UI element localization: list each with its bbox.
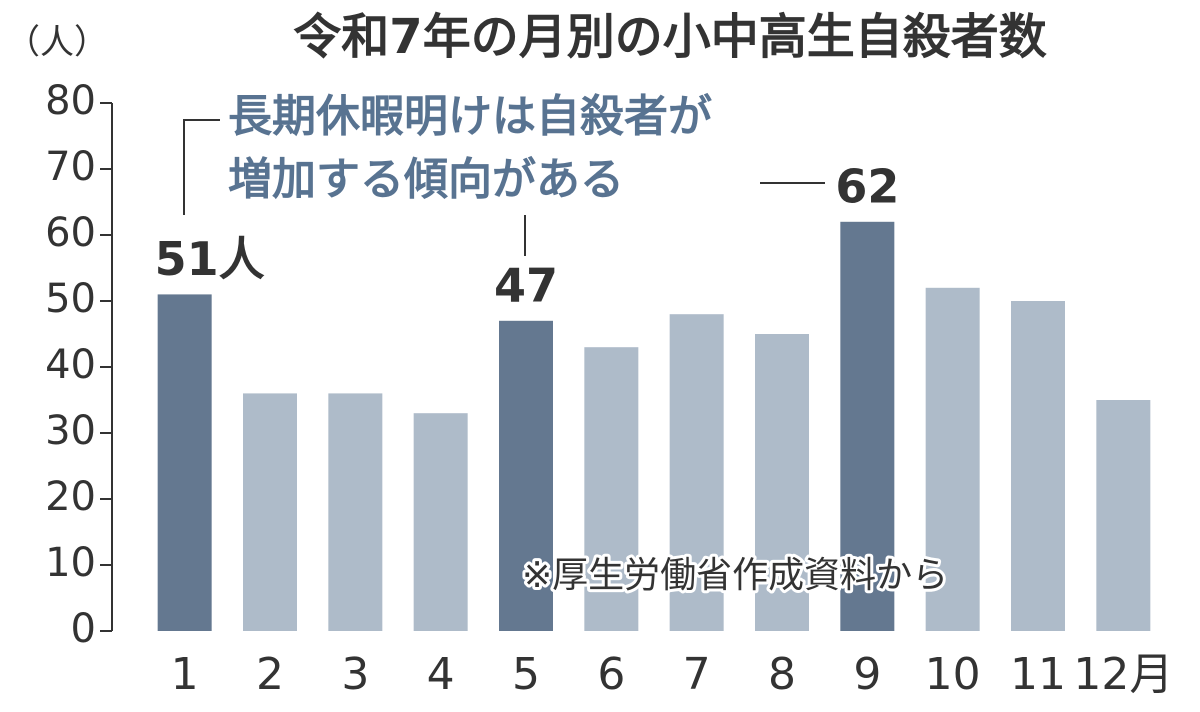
y-axis-label: （人） [6,23,108,63]
y-tick-label: 50 [45,276,96,322]
bar [157,294,212,631]
data-label: 47 [494,258,558,312]
annotation: 長期休暇明けは自殺者が [228,91,712,142]
annotation: 増加する傾向がある [228,154,624,205]
bar [584,347,639,631]
y-tick-label: 70 [45,144,96,190]
x-tick-label: 4 [427,649,455,700]
bar [669,314,724,631]
bar [755,334,809,631]
x-tick-label: 2 [256,649,284,700]
bar [499,320,553,631]
x-tick-label: 8 [768,649,796,700]
y-tick-label: 80 [45,78,96,124]
bar [1011,301,1065,631]
y-tick-label: 20 [45,474,96,520]
y-tick-label: 0 [71,606,96,652]
y-tick-label: 60 [45,210,96,256]
data-label: 62 [835,159,899,213]
y-tick-label: 10 [45,540,96,586]
x-tick-label: 12月 [1073,649,1173,700]
x-tick-label: 1 [171,649,199,700]
data-label: 51人 [155,232,265,286]
x-tick-label: 6 [597,649,625,700]
bar [413,413,468,631]
bar [243,393,297,631]
x-tick-label: 7 [683,649,711,700]
bar [925,287,980,631]
bar [840,221,895,632]
callout-line [183,119,220,215]
bar [1096,400,1151,631]
source-note: ※厚生労働省作成資料から [522,555,948,596]
x-tick-label: 11 [1010,649,1066,700]
y-tick-label: 40 [45,342,96,388]
x-tick-label: 9 [853,649,881,700]
x-tick-label: 10 [925,649,981,700]
x-tick-label: 5 [512,649,540,700]
bar [328,393,383,631]
x-tick-label: 3 [341,649,369,700]
y-tick-label: 30 [45,408,96,454]
chart-title: 令和7年の月別の小中高生自殺者数 [293,9,1046,65]
